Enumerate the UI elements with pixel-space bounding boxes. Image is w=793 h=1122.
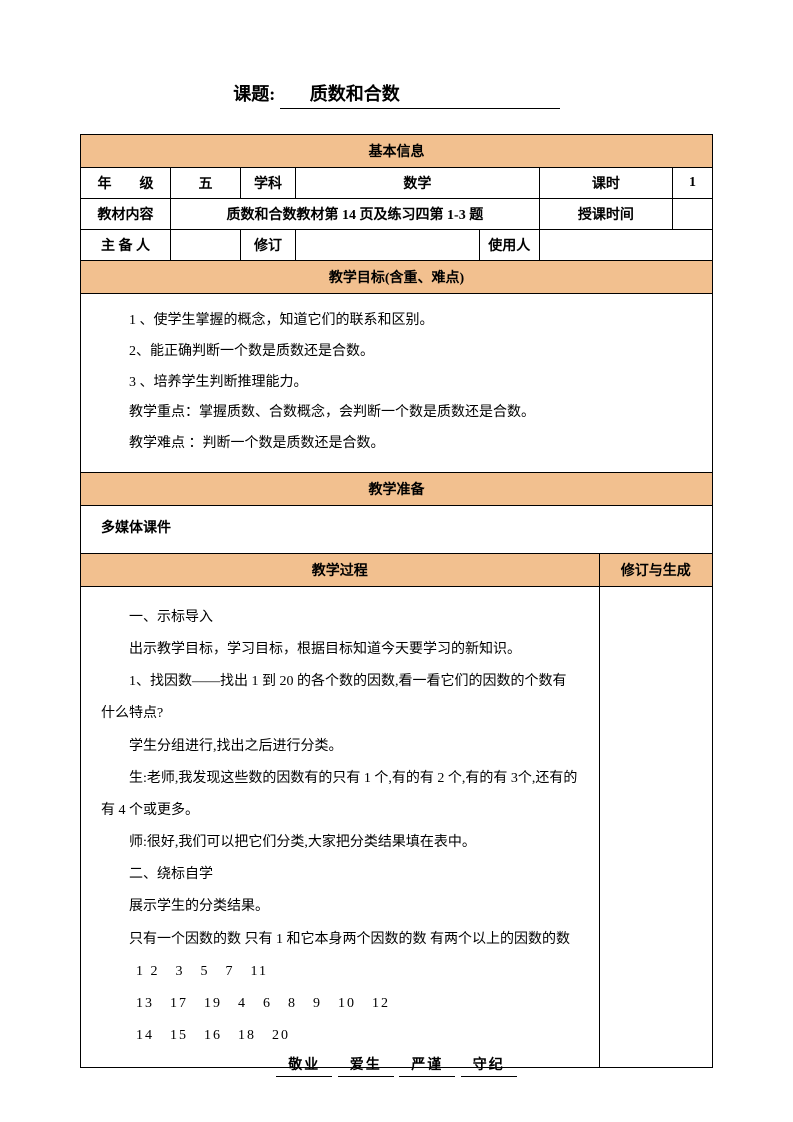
objectives-content: 1 、使学生掌握的概念，知道它们的联系和区别。 2、能正确判断一个数是质数还是合… xyxy=(81,294,713,473)
objective-line: 教学重点：掌握质数、合数概念，会判断一个数是质数还是合数。 xyxy=(101,398,692,429)
page-title: 课题: 质数和合数 xyxy=(80,80,713,109)
section-process: 教学过程 xyxy=(81,553,600,586)
material-value: 质数和合数教材第 14 页及练习四第 1-3 题 xyxy=(171,199,540,230)
teach-time-value xyxy=(673,199,713,230)
objective-line: 教学难点 ：判断一个数是质数还是合数。 xyxy=(101,429,692,460)
footer-word: 爱生 xyxy=(338,1054,394,1077)
objective-line: 1 、使学生掌握的概念，知道它们的联系和区别。 xyxy=(101,306,692,337)
lesson-plan-table: 基本信息 年 级 五 学科 数学 课时 1 教材内容 质数和合数教材第 14 页… xyxy=(80,134,713,1068)
process-line: 学生分组进行,找出之后进行分类。 xyxy=(101,731,579,763)
period-value: 1 xyxy=(673,168,713,199)
section-revision: 修订与生成 xyxy=(599,553,712,586)
process-line: 师:很好,我们可以把它们分类,大家把分类结果填在表中。 xyxy=(101,827,579,859)
preparation-text: 多媒体课件 xyxy=(101,521,171,536)
process-numbers: 13 17 19 4 6 8 9 10 12 xyxy=(101,988,579,1020)
objective-line: 2、能正确判断一个数是质数还是合数。 xyxy=(101,337,692,368)
user-label: 使用人 xyxy=(479,230,539,261)
footer-word: 敬业 xyxy=(276,1054,332,1077)
process-numbers: 14 15 16 18 20 xyxy=(101,1020,579,1052)
process-content: 一、示标导入 出示教学目标，学习目标，根据目标知道今天要学习的新知识。 1、找因… xyxy=(81,586,600,1068)
subject-value: 数学 xyxy=(296,168,540,199)
process-line: 出示教学目标，学习目标，根据目标知道今天要学习的新知识。 xyxy=(101,634,579,666)
teach-time-label: 授课时间 xyxy=(539,199,672,230)
section-preparation: 教学准备 xyxy=(81,472,713,505)
revision-column xyxy=(599,586,712,1068)
section-basic-info: 基本信息 xyxy=(81,135,713,168)
process-line: 一、示标导入 xyxy=(101,602,579,634)
process-line: 1、找因数——找出 1 到 20 的各个数的因数,看一看它们的因数的个数有什么特… xyxy=(101,666,579,730)
reviser-value xyxy=(296,230,480,261)
subject-label: 学科 xyxy=(241,168,296,199)
process-line: 二、绕标自学 xyxy=(101,859,579,891)
process-line: 生:老师,我发现这些数的因数有的只有 1 个,有的有 2 个,有的有 3个,还有… xyxy=(101,763,579,827)
material-label: 教材内容 xyxy=(81,199,171,230)
preparer-label: 主 备 人 xyxy=(81,230,171,261)
process-line: 展示学生的分类结果。 xyxy=(101,891,579,923)
objective-line: 3 、培养学生判断推理能力。 xyxy=(101,368,692,399)
reviser-label: 修订 xyxy=(241,230,296,261)
user-value xyxy=(539,230,712,261)
process-line: 只有一个因数的数 只有 1 和它本身两个因数的数 有两个以上的因数的数 xyxy=(101,924,579,956)
title-value: 质数和合数 xyxy=(280,80,560,109)
page-footer: 敬业 爱生 严谨 守纪 xyxy=(0,1054,793,1077)
section-objectives: 教学目标(含重、难点) xyxy=(81,261,713,294)
title-label: 课题: xyxy=(233,80,275,106)
period-label: 课时 xyxy=(539,168,672,199)
process-numbers: 1 2 3 5 7 11 xyxy=(101,956,579,988)
grade-label: 年 级 xyxy=(81,168,171,199)
grade-value: 五 xyxy=(171,168,241,199)
footer-word: 守纪 xyxy=(461,1054,517,1077)
preparer-value xyxy=(171,230,241,261)
footer-word: 严谨 xyxy=(399,1054,455,1077)
preparation-content: 多媒体课件 xyxy=(81,505,713,553)
